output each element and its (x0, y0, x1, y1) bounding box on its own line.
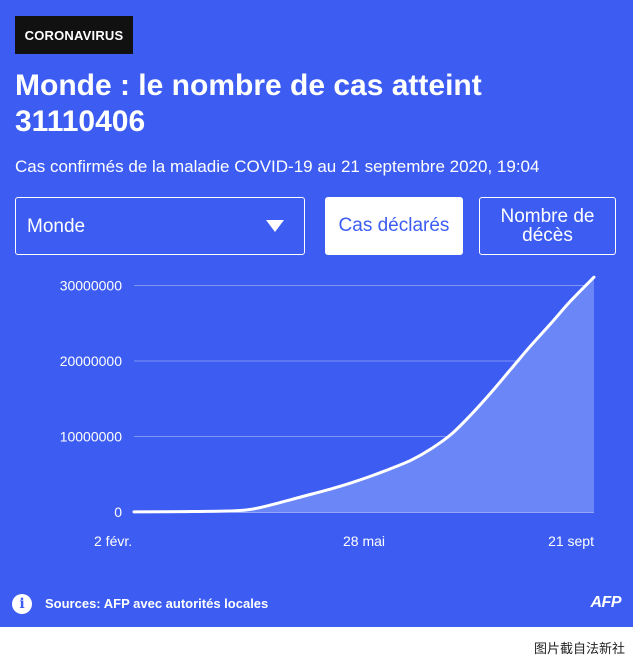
image-credit: 图片截自法新社 (533, 642, 625, 657)
cases-line (132, 275, 596, 514)
data-point (251, 507, 255, 511)
data-point (469, 413, 473, 417)
region-select-value: Monde (27, 216, 86, 237)
data-point (509, 367, 513, 371)
region-select[interactable]: Monde (15, 197, 305, 255)
data-point (548, 322, 552, 326)
footer: i Sources: AFP avec autorités locales AF… (0, 590, 633, 618)
data-point (271, 502, 275, 506)
data-point (410, 458, 414, 462)
data-point (592, 275, 596, 279)
data-point (429, 447, 433, 451)
cases-chart: 0 10000000 20000000 30000000 2 févr. 28 mai 2… (60, 275, 596, 549)
cases-area (134, 277, 594, 512)
x-tick-label: 21 sept (548, 533, 594, 549)
data-point (390, 466, 394, 470)
data-point (568, 299, 572, 303)
data-point (350, 481, 354, 485)
x-tick-label: 28 mai (343, 533, 385, 549)
page-title: Monde : le nombre de cas atteint 3111040… (15, 69, 482, 138)
data-point (529, 344, 533, 348)
x-tick-label: 2 févr. (94, 533, 132, 549)
deaths-button[interactable]: Nombre de décès (479, 197, 616, 255)
data-point (310, 492, 314, 496)
y-tick-label: 0 (114, 504, 122, 520)
data-point (370, 474, 374, 478)
afp-logo: AFP (590, 594, 622, 611)
chart-card: CORONAVIRUS Monde : le nombre de cas att… (0, 0, 633, 627)
data-point (231, 509, 235, 513)
y-tick-label: 10000000 (60, 429, 123, 445)
info-icon[interactable]: i (12, 594, 32, 614)
data-point (182, 510, 186, 514)
cases-button[interactable]: Cas déclarés (325, 197, 463, 255)
data-point (330, 487, 334, 491)
data-point (291, 497, 295, 501)
chart-subtitle: Cas confirmés de la maladie COVID-19 au … (15, 157, 540, 176)
y-tick-label: 20000000 (60, 353, 123, 369)
y-tick-label: 30000000 (60, 278, 123, 294)
data-point (449, 432, 453, 436)
data-point (489, 391, 493, 395)
category-label: CORONAVIRUS (15, 16, 133, 54)
sources-text: Sources: AFP avec autorités locales (45, 596, 269, 611)
chevron-down-icon (266, 220, 284, 232)
data-point (132, 510, 136, 514)
